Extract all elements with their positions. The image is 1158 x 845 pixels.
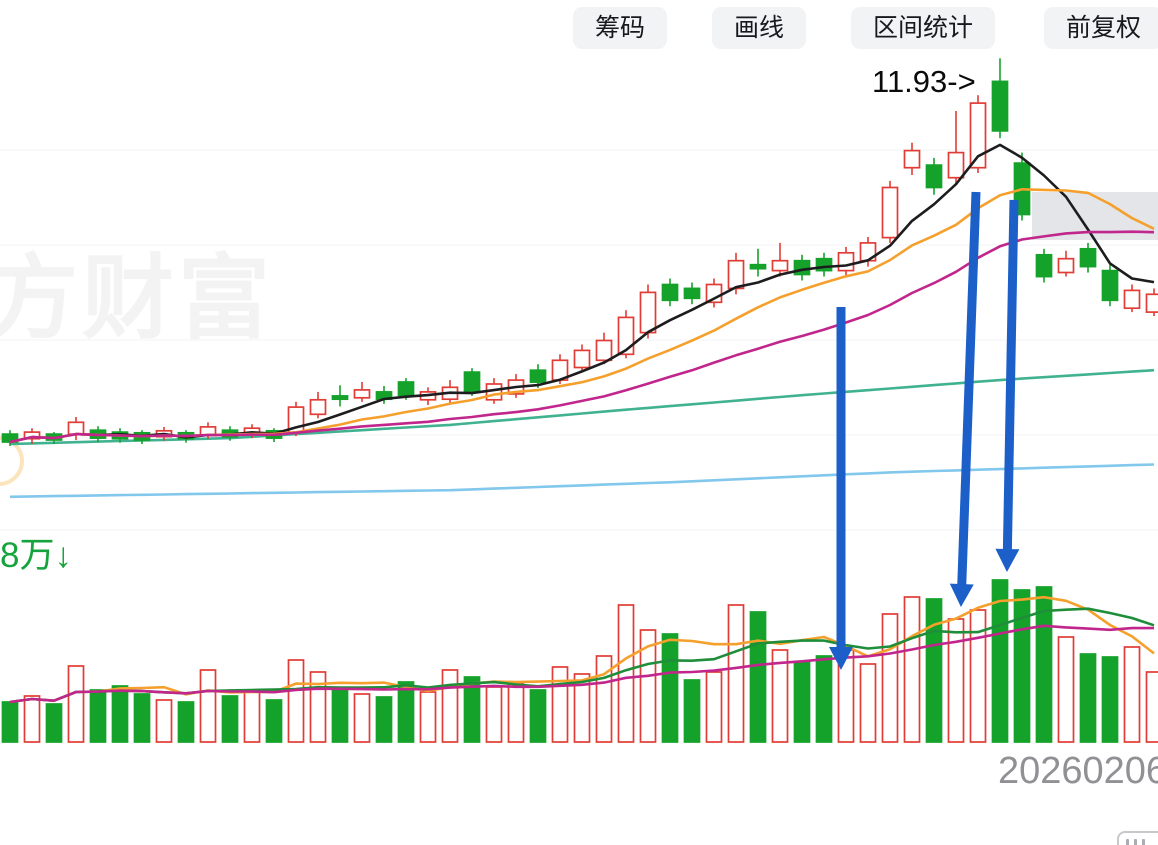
volume-readout-label: 8万↓ <box>0 536 72 575</box>
volume-ma-lines <box>9 595 1155 704</box>
handle-bar-icon <box>1134 839 1137 845</box>
range-stats-button[interactable]: 区间统计 <box>851 7 996 49</box>
adjust-mode-button[interactable]: 前复权 <box>1044 7 1158 49</box>
toolbar: 筹码 画线 区间统计 前复权 <box>0 0 1158 55</box>
date-axis-label: 20260206 <box>998 750 1158 792</box>
draw-line-button[interactable]: 画线 <box>712 7 807 49</box>
ma-lines <box>9 143 1155 444</box>
trend-arrows[interactable] <box>829 191 1020 670</box>
handle-bar-icon <box>1126 839 1129 845</box>
volume-bars <box>1 579 1158 743</box>
grid-lines <box>0 149 1158 531</box>
candles <box>1 58 1158 446</box>
handle-bar-icon <box>1142 839 1145 845</box>
panel-handle[interactable] <box>1117 831 1158 845</box>
peak-price-label: 11.93-> <box>872 64 976 99</box>
brand-watermark: 方财富 <box>0 248 275 350</box>
chips-button[interactable]: 筹码 <box>573 7 668 49</box>
